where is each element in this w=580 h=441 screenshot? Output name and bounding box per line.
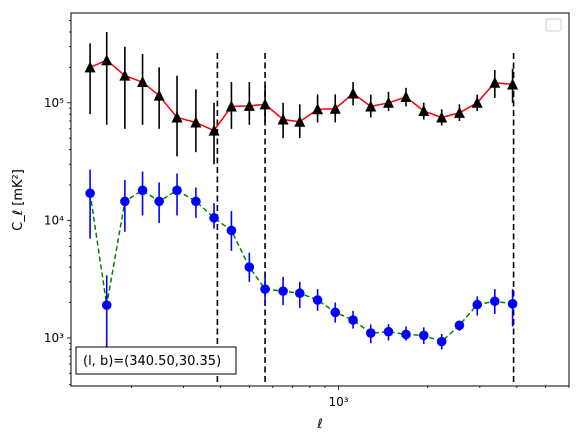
- annotation-text: (l, b)=(340.50,30.35): [83, 354, 221, 369]
- upper-triangle-point: [243, 99, 255, 111]
- lower-circle-point: [383, 326, 394, 337]
- upper-triangle-point: [259, 98, 271, 110]
- upper-triangle-point: [489, 76, 501, 88]
- upper-triangle-point: [119, 69, 131, 81]
- upper-triangle-point: [471, 96, 483, 108]
- lower-circle-point: [209, 213, 219, 223]
- y-tick-label: 10⁵: [44, 96, 64, 110]
- lower-circle-point: [489, 296, 500, 307]
- upper-triangle-point: [507, 78, 519, 90]
- y-axis-label: C_ℓ [mK²]: [11, 169, 26, 231]
- upper-triangle-point: [190, 116, 202, 128]
- upper-triangle-point: [294, 115, 306, 127]
- upper-triangle-point: [153, 89, 165, 101]
- upper-triangle-point: [383, 96, 395, 108]
- axis-ticks: 10³ 10³ 10⁴ 10⁵: [44, 20, 570, 409]
- upper-triangle-point: [171, 111, 183, 123]
- upper-triangle-point: [400, 90, 412, 102]
- lower-circle-point: [154, 196, 164, 207]
- lower-circle-point: [365, 328, 376, 338]
- lower-circle-point: [278, 286, 288, 296]
- plot-frame: [70, 12, 570, 387]
- lower-circle-point: [244, 262, 255, 272]
- upper-triangle-point: [225, 100, 237, 112]
- lower-circle-point: [191, 196, 201, 207]
- upper-triangle-point: [418, 105, 430, 117]
- lower-circle-point: [101, 300, 112, 310]
- upper-triangle-point: [365, 100, 377, 112]
- lower-circle-point: [312, 295, 323, 305]
- upper-triangle-point: [101, 54, 113, 66]
- lower-circle-point: [260, 284, 270, 294]
- lower-circle-point: [507, 299, 518, 309]
- lower-circle-point: [454, 320, 465, 331]
- lower-circle-point: [472, 299, 483, 310]
- x-axis-label: ℓ: [316, 417, 322, 432]
- lower-circle-point: [137, 185, 148, 196]
- y-tick-label: 10⁴: [44, 213, 64, 227]
- lower-circle-point: [436, 336, 447, 347]
- upper-triangle-point: [453, 106, 465, 118]
- lower-circle-point: [120, 196, 130, 207]
- upper-triangle-point: [329, 102, 341, 114]
- upper-triangle-point: [84, 61, 96, 73]
- lower-circle-point: [348, 315, 358, 325]
- lower-circle-point: [85, 188, 95, 199]
- upper-triangle-point: [436, 111, 448, 123]
- upper-triangle-point: [347, 87, 359, 99]
- lower-circle-point: [294, 288, 305, 299]
- lower-circle-point: [172, 185, 182, 196]
- lower-series-line: [89, 189, 513, 343]
- plot-area: [84, 31, 519, 386]
- upper-triangle-point: [208, 124, 220, 136]
- upper-triangle-point: [137, 76, 149, 88]
- lower-circle-point: [226, 225, 237, 236]
- lower-circle-point: [418, 330, 429, 341]
- y-tick-label: 10³: [44, 331, 64, 345]
- legend-box[interactable]: [545, 18, 562, 32]
- lower-circle-point: [330, 307, 341, 318]
- annotation-box: (l, b)=(340.50,30.35): [75, 346, 237, 375]
- upper-triangle-point: [277, 113, 289, 125]
- lower-circle-point: [401, 329, 411, 340]
- upper-triangle-point: [312, 103, 324, 115]
- x-tick-label: 10³: [328, 395, 348, 409]
